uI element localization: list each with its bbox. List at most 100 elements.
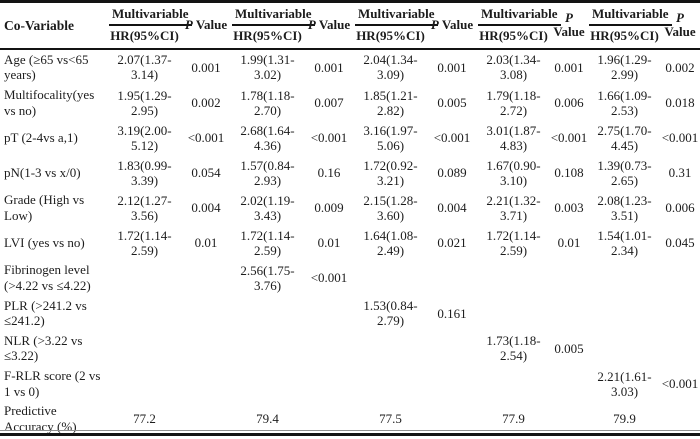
model1-sub-header: HR(95%CI) — [110, 27, 179, 43]
hr-ci-cell: 1.53(0.84-2.79) — [363, 298, 418, 329]
hr-ci-cell — [589, 260, 660, 295]
hr-ci-cell — [109, 260, 180, 295]
hr-ci-cell: 77.2 — [133, 411, 156, 427]
p-value-cell: 0.089 — [437, 165, 467, 181]
p-value-cell — [549, 296, 589, 331]
hr-ci-cell: 3.01(1.87-4.83) — [486, 122, 541, 153]
hr-ci-cell — [355, 260, 426, 295]
model4-pvalue-header: P Value — [553, 9, 585, 40]
table-row: NLR (>3.22 vs ≤3.22) 1.73(1.18-2.54) 0.005 — [0, 331, 700, 366]
hr-ci-cell: 1.54(1.01-2.34) — [597, 227, 652, 258]
p-value-cell: 0.161 — [437, 305, 467, 321]
table-row: LVI (yes vs no) 1.72(1.14-2.59) 0.01 1.72(1… — [0, 225, 700, 260]
p-value-cell — [303, 331, 355, 366]
hr-ci-cell — [109, 366, 180, 401]
p-value-cell: <0.001 — [661, 376, 699, 392]
hr-ci-cell: 2.21(1.32-3.71) — [486, 192, 541, 223]
hr-ci-cell: 1.85(1.21-2.82) — [363, 87, 418, 118]
hr-ci-cell: 3.16(1.97-5.06) — [363, 122, 418, 153]
p-value-cell: 0.001 — [554, 59, 584, 75]
hr-ci-cell — [355, 331, 426, 366]
p-value-cell: 0.004 — [437, 200, 467, 216]
p-value-cell: 0.018 — [665, 95, 695, 111]
p-value-cell: 0.002 — [191, 95, 221, 111]
p-value-cell — [426, 260, 478, 295]
model5-sub-header: HR(95%CI) — [590, 27, 659, 43]
p-value-cell: 0.003 — [554, 200, 584, 216]
p-value-cell — [549, 260, 589, 295]
p-value-cell: 0.01 — [317, 235, 341, 251]
row-label: LVI (yes vs no) — [4, 235, 85, 251]
hr-ci-cell: 2.03(1.34-3.08) — [486, 52, 541, 83]
hr-ci-cell: 1.39(0.73-2.65) — [597, 157, 652, 188]
model5-group-label: Multivariable — [589, 6, 672, 26]
model1-group-header: Multivariable — [109, 3, 192, 27]
p-value-cell: 0.005 — [437, 95, 467, 111]
hr-ci-cell: 1.83(0.99-3.39) — [117, 157, 172, 188]
hr-ci-cell: 3.19(2.00-5.12) — [117, 122, 172, 153]
model5-pvalue-header: P Value — [664, 9, 696, 40]
hr-ci-cell: 79.9 — [613, 411, 636, 427]
p-value-cell: <0.001 — [550, 130, 588, 146]
p-value-cell: 0.004 — [191, 200, 221, 216]
p-value-cell: <0.001 — [310, 270, 348, 286]
table-row: Multifocality(yes vs no) 1.95(1.29-2.95) 0… — [0, 85, 700, 120]
hr-ci-cell: 1.78(1.18-2.70) — [240, 87, 295, 118]
hr-ci-cell: 1.64(1.08-2.49) — [363, 227, 418, 258]
hr-ci-cell: 2.07(1.37-3.14) — [117, 52, 172, 83]
hr-ci-cell — [589, 296, 660, 331]
model3-pvalue-header: P Value — [430, 16, 474, 32]
hr-ci-cell: 2.12(1.27-3.56) — [117, 192, 172, 223]
model3-group-header: Multivariable — [355, 3, 438, 27]
hr-ci-cell: 2.04(1.34-3.09) — [363, 52, 418, 83]
p-value-cell: <0.001 — [187, 130, 225, 146]
hr-ci-cell — [478, 296, 549, 331]
hr-ci-cell: 77.9 — [502, 411, 525, 427]
p-value-cell — [660, 296, 700, 331]
hr-ci-cell — [589, 331, 660, 366]
table-row: Fibrinogen level (>4.22 vs ≤4.22) 2.56(1.… — [0, 260, 700, 295]
p-value-cell: 0.002 — [665, 59, 695, 75]
hr-ci-cell — [232, 366, 303, 401]
p-value-cell: 0.006 — [554, 95, 584, 111]
p-value-cell: 0.01 — [194, 235, 218, 251]
hr-ci-cell: 1.99(1.31-3.02) — [240, 52, 295, 83]
p-value-cell — [180, 366, 232, 401]
hr-ci-cell: 1.96(1.29-2.99) — [597, 52, 652, 83]
row-label: pT (2-4vs a,1) — [4, 129, 78, 145]
hr-ci-cell — [478, 260, 549, 295]
bottom-rule-thin — [0, 430, 700, 431]
p-value-cell: 0.001 — [437, 59, 467, 75]
hr-ci-cell: 1.67(0.90-3.10) — [486, 157, 541, 188]
hr-ci-cell: 1.66(1.09-2.53) — [597, 87, 652, 118]
hr-ci-cell: 1.72(0.92-3.21) — [363, 157, 418, 188]
model1-group-label: Multivariable — [109, 6, 192, 26]
p-value-cell: 0.108 — [554, 165, 584, 181]
model3-group-label: Multivariable — [355, 6, 438, 26]
p-value-cell: <0.001 — [433, 130, 471, 146]
header-row-group: Co-Variable Multivariable P Value Multiv… — [0, 3, 700, 39]
multivariable-results-table: Co-Variable Multivariable P Value Multiv… — [0, 3, 700, 436]
p-value-cell: 0.001 — [314, 59, 344, 75]
model2-pvalue-header: P Value — [307, 16, 351, 32]
p-value-cell — [180, 331, 232, 366]
p-value-cell: 0.009 — [314, 200, 344, 216]
hr-ci-cell: 77.5 — [379, 411, 402, 427]
hr-ci-cell: 2.21(1.61-3.03) — [597, 368, 652, 399]
hr-ci-cell: 2.08(1.23-3.51) — [597, 192, 652, 223]
model2-group-header: Multivariable — [232, 3, 315, 27]
hr-ci-cell: 1.95(1.29-2.95) — [117, 87, 172, 118]
hr-ci-cell — [232, 331, 303, 366]
hr-ci-cell — [355, 366, 426, 401]
model4-group-header: Multivariable — [478, 3, 561, 27]
table-row: Grade (High vs Low) 2.12(1.27-3.56) 0.004 2… — [0, 190, 700, 225]
row-label: pN(1-3 vs x/0) — [4, 164, 81, 180]
p-value-cell — [660, 331, 700, 366]
table-row: PLR (>241.2 vs ≤241.2) 1.53(0.84-2.79) 0.1… — [0, 296, 700, 331]
p-value-cell — [426, 366, 478, 401]
hr-ci-cell: 1.72(1.14-2.59) — [240, 227, 295, 258]
table-row: F-RLR score (2 vs 1 vs 0) 2.21(1.61-3.03)… — [0, 366, 700, 401]
hr-ci-cell: 2.56(1.75-3.76) — [240, 262, 295, 294]
hr-ci-cell: 1.73(1.18-2.54) — [486, 333, 541, 364]
row-label: F-RLR score (2 vs 1 vs 0) — [4, 368, 101, 399]
